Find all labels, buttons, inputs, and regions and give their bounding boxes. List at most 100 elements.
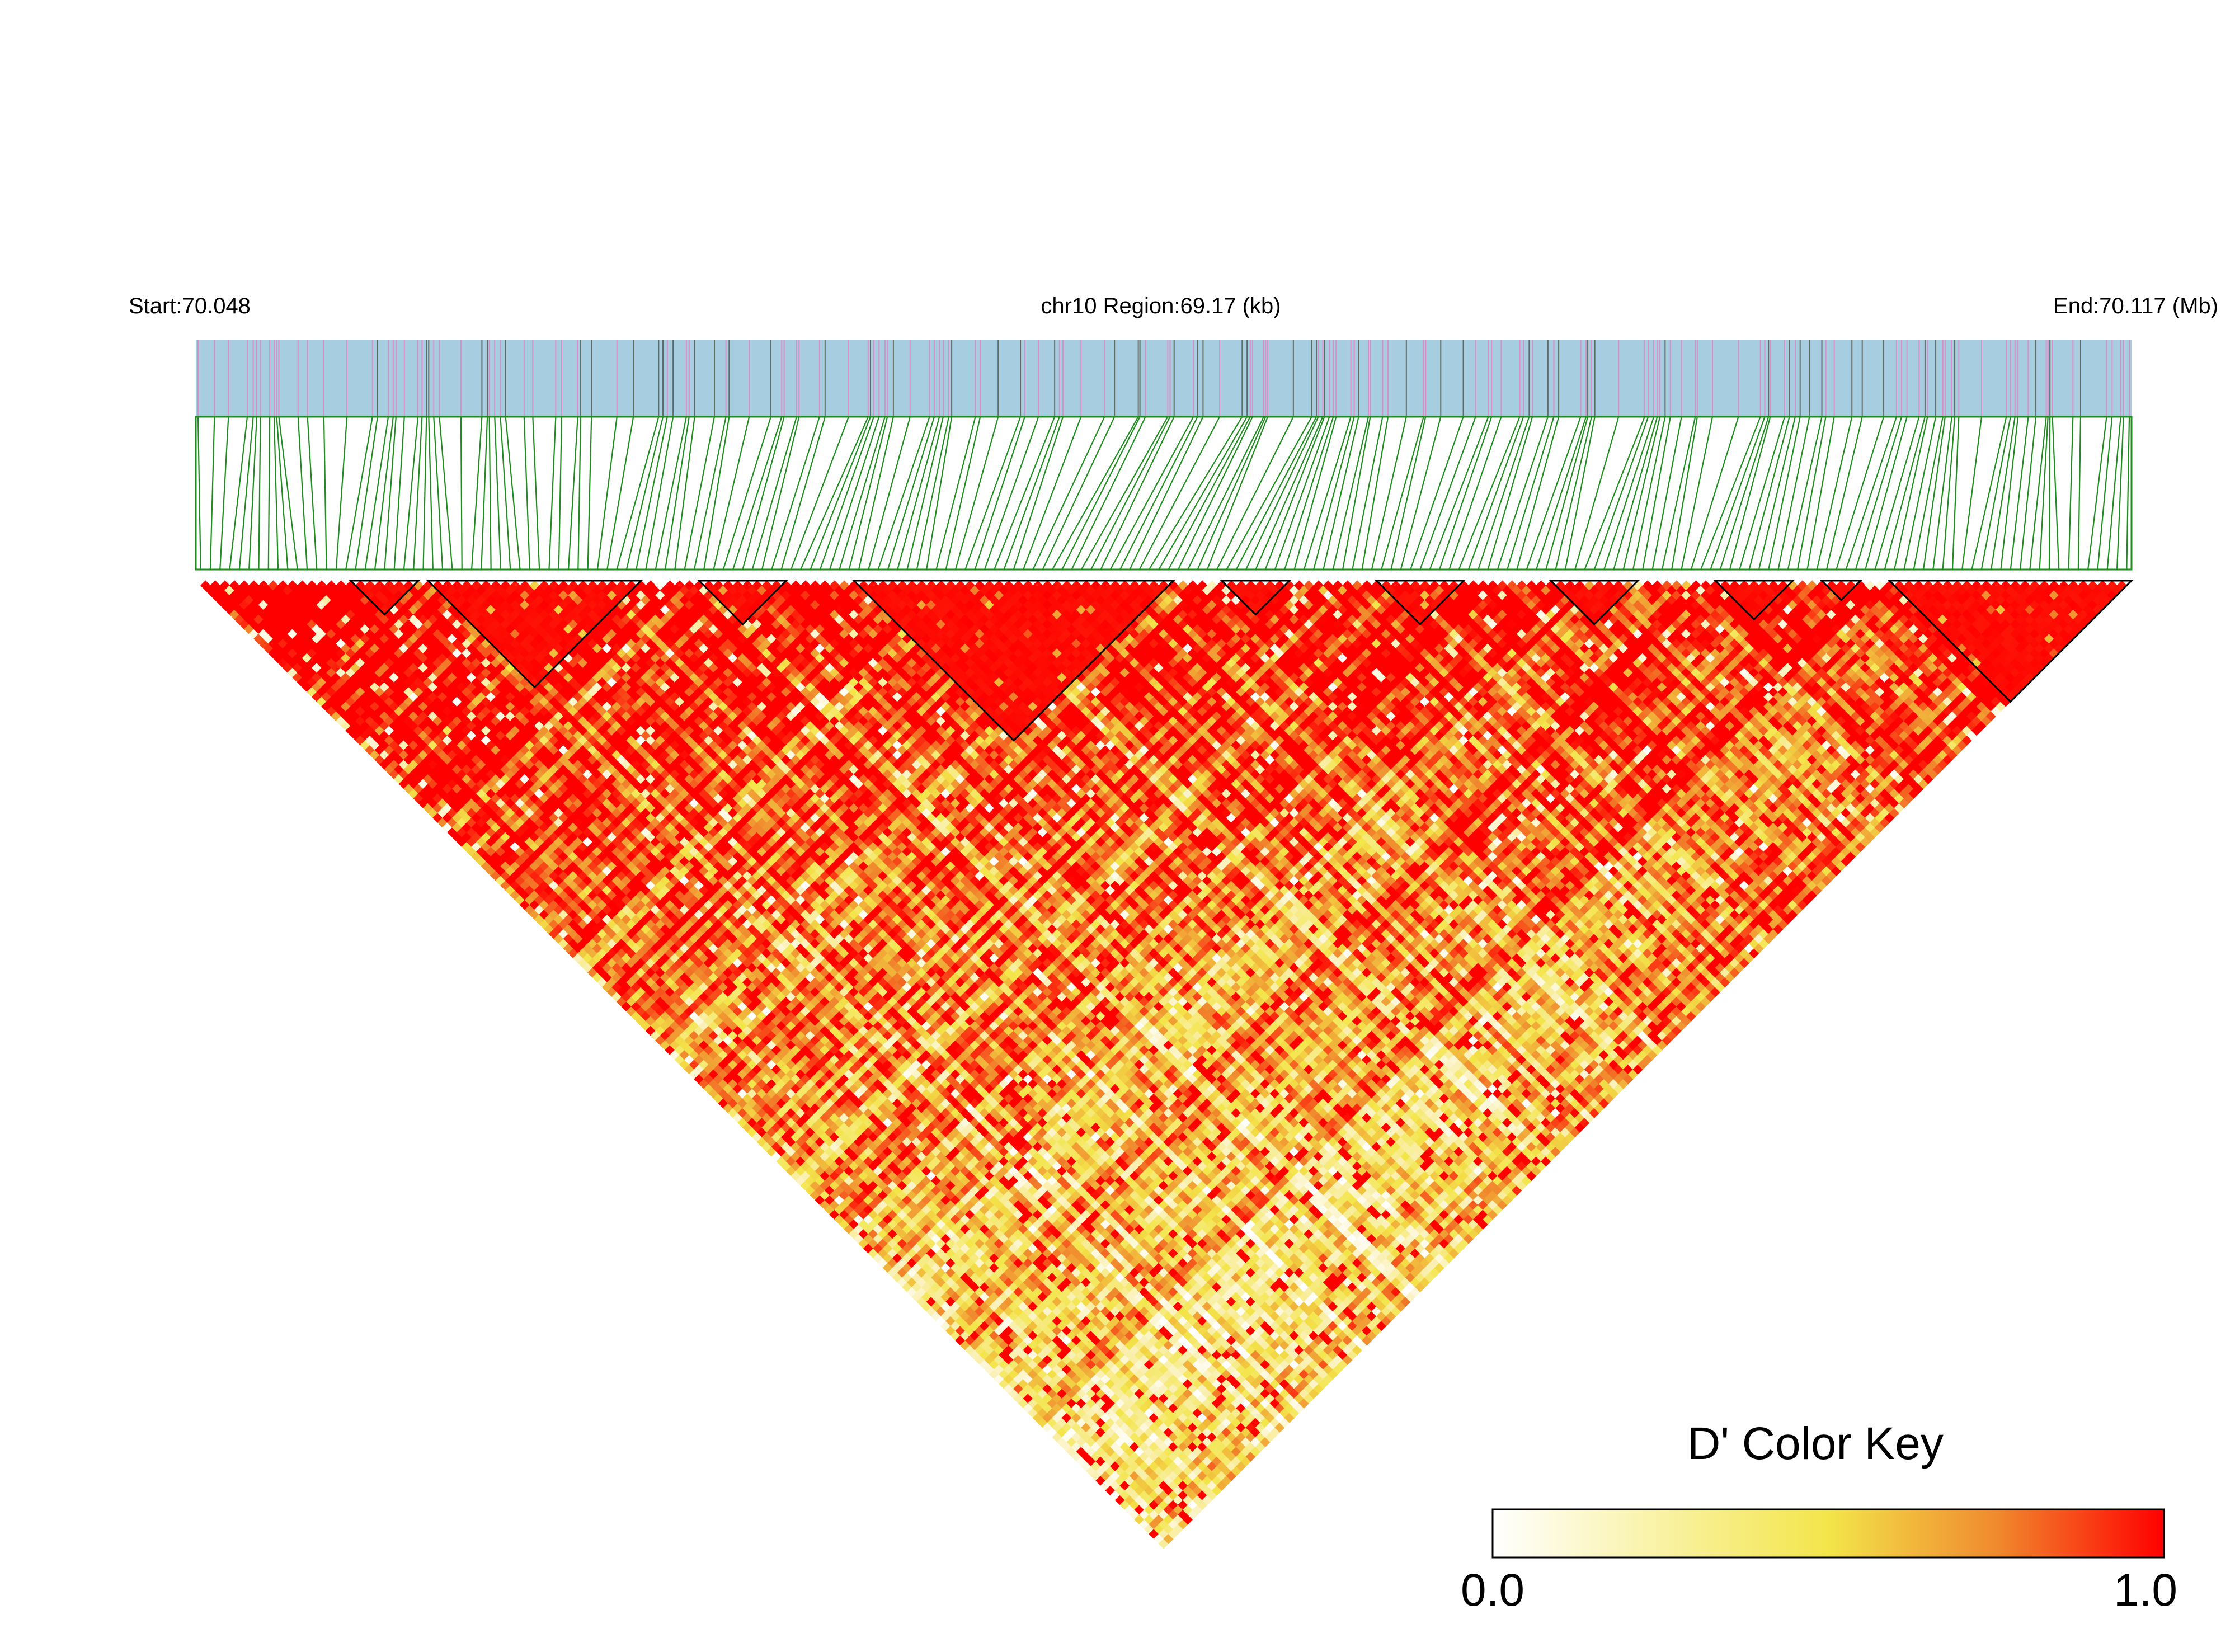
- ld-cell: [563, 904, 574, 915]
- snp-connector: [1013, 416, 1064, 570]
- snp-connector: [197, 416, 201, 570]
- snp-connector: [1642, 416, 1671, 570]
- snp-connector: [1971, 416, 2007, 570]
- snp-connector: [722, 416, 771, 570]
- snp-connector: [1003, 416, 1060, 570]
- snp-connector: [1622, 416, 1661, 570]
- snp-connector: [636, 416, 668, 570]
- snp-connector: [655, 416, 687, 570]
- snp-connector: [273, 416, 279, 570]
- snp-connector: [1613, 416, 1658, 570]
- snp-connector: [460, 416, 463, 570]
- snp-connector: [1671, 416, 1698, 570]
- snp-connector: [2048, 416, 2051, 570]
- snp-connector: [1690, 416, 1739, 570]
- snp-connector: [1797, 416, 1827, 570]
- snp-connector: [1536, 416, 1587, 570]
- snp-connector: [1197, 416, 1267, 570]
- snp-connector: [674, 416, 695, 570]
- snp-connector: [819, 416, 874, 570]
- snp-connector: [1255, 416, 1324, 570]
- snp-connector: [664, 416, 690, 570]
- snp-connector: [1758, 416, 1796, 570]
- snp-connector: [2010, 416, 2029, 570]
- snp-connector: [393, 416, 405, 570]
- snp-connector: [1323, 416, 1359, 570]
- snp-connector: [1216, 416, 1294, 570]
- snp-connector: [219, 416, 229, 570]
- snp-connector: [1410, 416, 1464, 570]
- snp-connector: [1235, 416, 1318, 570]
- snp-connector: [1293, 416, 1337, 570]
- snp-connector: [1816, 416, 1853, 570]
- ld-cell: [563, 924, 574, 935]
- snp-connector: [926, 416, 953, 570]
- snp-connector: [1177, 416, 1253, 570]
- snp-connector: [800, 416, 869, 570]
- snp-connector: [374, 416, 394, 570]
- snp-connector: [345, 416, 373, 570]
- snp-connector: [258, 416, 261, 570]
- ld-heatmap: [200, 580, 2127, 1549]
- snp-connector: [439, 416, 453, 570]
- snp-connector: [1352, 416, 1384, 570]
- ld-cell: [563, 895, 574, 906]
- snp-connector-lines: [197, 416, 2130, 570]
- snp-connector: [558, 416, 563, 570]
- snp-connector: [1845, 416, 1897, 570]
- snp-connector: [548, 416, 557, 570]
- snp-connector: [713, 416, 750, 570]
- snp-connector: [470, 416, 483, 570]
- snp-position-track: [196, 340, 2132, 417]
- snp-connector: [897, 416, 940, 570]
- snp-connector: [1332, 416, 1370, 570]
- snp-connector: [2087, 416, 2107, 570]
- snp-connector: [1168, 416, 1251, 570]
- snp-connector: [1109, 416, 1194, 570]
- snp-connector: [323, 416, 327, 570]
- snp-connector: [1884, 416, 1926, 570]
- snp-connector: [1187, 416, 1264, 570]
- snp-connector: [2029, 416, 2047, 570]
- snp-connector: [1825, 416, 1863, 570]
- snp-connector: [276, 416, 289, 570]
- snp-connector: [1836, 416, 1885, 570]
- snp-connector: [248, 416, 258, 570]
- snp-connector: [433, 416, 444, 570]
- snp-connector: [267, 416, 271, 570]
- snp-connector: [1158, 416, 1248, 570]
- connector-frame: [195, 416, 2133, 571]
- region-label: chr10 Region:69.17 (kb): [1041, 294, 1281, 318]
- snp-connector: [2068, 416, 2074, 570]
- snp-connector: [693, 416, 727, 570]
- snp-connector: [2000, 416, 2019, 570]
- snp-connector: [1090, 416, 1171, 570]
- ld-cell: [563, 914, 574, 925]
- snp-connector: [523, 416, 530, 570]
- snp-connector: [278, 416, 298, 570]
- snp-connector: [488, 416, 492, 570]
- snp-connector: [307, 416, 318, 570]
- snp-connector: [505, 416, 521, 570]
- snp-connector: [1226, 416, 1312, 570]
- snp-connector: [1545, 416, 1589, 570]
- snp-connector: [606, 416, 634, 570]
- snp-connector: [994, 416, 1056, 570]
- snp-connector: [974, 416, 1025, 570]
- snp-connector: [1855, 416, 1903, 570]
- snp-connector: [1042, 416, 1116, 570]
- snp-connector: [1467, 416, 1524, 570]
- snp-connector: [1768, 416, 1801, 570]
- snp-connector: [209, 416, 215, 570]
- snp-connector: [984, 416, 1039, 570]
- snp-connector: [2019, 416, 2037, 570]
- snp-connector: [335, 416, 348, 570]
- snp-connector: [1951, 416, 1960, 570]
- snp-connector: [1922, 416, 1946, 570]
- ld-cell: [563, 943, 574, 954]
- snp-connector: [1806, 416, 1835, 570]
- snp-connector: [964, 416, 1022, 570]
- snp-connector: [1052, 416, 1139, 570]
- snp-connector: [1564, 416, 1596, 570]
- snp-connector: [761, 416, 800, 570]
